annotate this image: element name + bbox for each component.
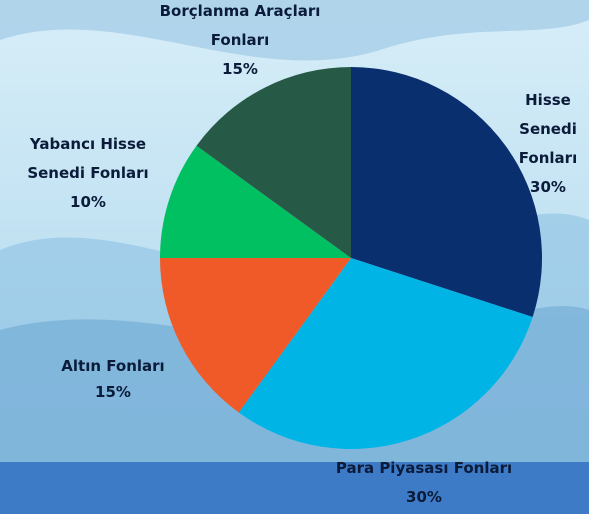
slice-name: Hisse Senedi Fonları — [518, 91, 578, 167]
slice-value: 15% — [95, 383, 131, 401]
slice-name: Borçlanma Araçları Fonları — [159, 2, 321, 49]
pie-slice — [160, 145, 351, 258]
slice-value: 15% — [222, 60, 258, 78]
slice-label: Yabancı Hisse Senedi Fonları 10% — [1, 130, 176, 217]
slice-label: Altın Fonları 15% — [28, 353, 198, 405]
slice-value: 10% — [70, 193, 106, 211]
slice-label: Borçlanma Araçları Fonları 15% — [145, 0, 335, 84]
pie-slice — [351, 67, 542, 318]
wave — [0, 0, 589, 61]
bottom-band — [0, 462, 589, 514]
pie-slice — [196, 66, 351, 258]
slice-value: 30% — [530, 178, 566, 196]
slice-label: Hisse Senedi Fonları 30% — [508, 86, 588, 202]
pie-slice — [238, 258, 533, 449]
slice-name: Para Piyasası Fonları — [335, 459, 513, 477]
pie-slice — [160, 258, 351, 413]
slice-name: Yabancı Hisse Senedi Fonları — [27, 135, 149, 182]
slice-label: Para Piyasası Fonları 30% — [289, 454, 559, 512]
slice-value: 30% — [406, 488, 442, 506]
slice-name: Altın Fonları — [61, 357, 165, 375]
